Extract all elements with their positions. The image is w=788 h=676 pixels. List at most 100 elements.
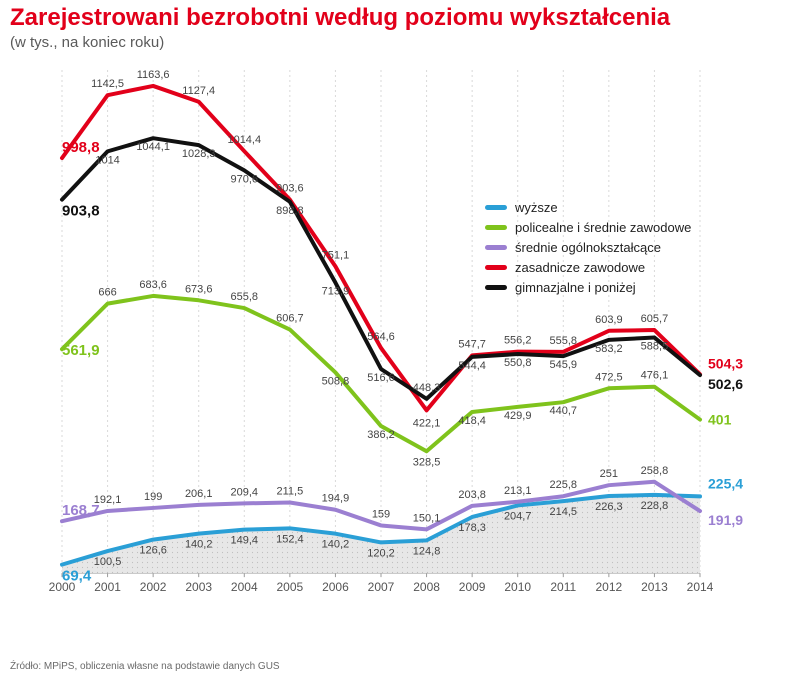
svg-text:149,4: 149,4 [231, 535, 259, 547]
svg-text:152,4: 152,4 [276, 533, 304, 545]
legend-item-policealne: policealne i średnie zawodowe [485, 220, 691, 235]
legend-item-srednie_og: średnie ogólnokształcące [485, 240, 691, 255]
svg-text:69,4: 69,4 [62, 568, 92, 585]
svg-text:1014: 1014 [95, 154, 119, 166]
svg-text:191,9: 191,9 [708, 512, 743, 528]
svg-text:2011: 2011 [550, 580, 576, 594]
svg-text:214,5: 214,5 [550, 506, 578, 518]
svg-text:2013: 2013 [641, 580, 668, 594]
svg-text:655,8: 655,8 [231, 291, 259, 303]
svg-text:194,9: 194,9 [322, 493, 350, 505]
svg-text:228,8: 228,8 [641, 500, 669, 512]
svg-text:120,2: 120,2 [367, 547, 395, 559]
svg-text:555,8: 555,8 [550, 335, 578, 347]
legend-swatch [485, 225, 507, 230]
svg-text:178,3: 178,3 [458, 522, 486, 534]
svg-text:1014,4: 1014,4 [227, 134, 261, 146]
svg-text:1127,4: 1127,4 [182, 85, 215, 97]
source-note: Źródło: MPiPS, obliczenia własne na pods… [10, 661, 280, 672]
svg-text:448,3: 448,3 [413, 382, 441, 394]
svg-text:504,3: 504,3 [708, 355, 743, 371]
legend-swatch [485, 285, 507, 290]
svg-text:100,5: 100,5 [94, 556, 122, 568]
svg-text:440,7: 440,7 [550, 405, 578, 417]
svg-text:561,9: 561,9 [62, 342, 100, 359]
legend-label: wyższe [515, 200, 558, 215]
svg-text:2014: 2014 [687, 580, 714, 594]
line-chart: 2000200120022003200420052006200720082009… [40, 70, 760, 625]
svg-text:970,6: 970,6 [231, 173, 259, 185]
svg-text:502,6: 502,6 [708, 376, 743, 392]
legend-item-gimnazjalne: gimnazjalne i poniżej [485, 280, 691, 295]
svg-text:673,6: 673,6 [185, 283, 213, 295]
page-title: Zarejestrowani bezrobotni według poziomu… [10, 4, 670, 32]
svg-text:211,5: 211,5 [276, 485, 303, 497]
svg-text:516,6: 516,6 [367, 372, 395, 384]
svg-text:328,5: 328,5 [413, 456, 441, 468]
svg-text:550,8: 550,8 [504, 357, 532, 369]
svg-text:2006: 2006 [322, 580, 349, 594]
svg-text:998,8: 998,8 [62, 139, 100, 156]
svg-text:2005: 2005 [277, 580, 304, 594]
svg-text:2007: 2007 [368, 580, 395, 594]
svg-text:2002: 2002 [140, 580, 167, 594]
svg-text:588,5: 588,5 [641, 341, 669, 353]
legend-item-wyzsze: wyższe [485, 200, 691, 215]
svg-text:401: 401 [708, 412, 732, 428]
svg-text:225,8: 225,8 [550, 479, 578, 491]
svg-text:204,7: 204,7 [504, 510, 532, 522]
svg-text:140,2: 140,2 [185, 539, 213, 551]
svg-text:209,4: 209,4 [231, 486, 259, 498]
subtitle: (w tys., na koniec roku) [10, 34, 164, 51]
svg-text:203,8: 203,8 [458, 489, 486, 501]
svg-text:2012: 2012 [596, 580, 623, 594]
svg-text:556,2: 556,2 [504, 335, 532, 347]
svg-text:226,3: 226,3 [595, 501, 623, 513]
legend-item-zasadnicze: zasadnicze zawodowe [485, 260, 691, 275]
svg-text:258,8: 258,8 [641, 465, 669, 477]
svg-text:666: 666 [98, 287, 116, 299]
svg-text:199: 199 [144, 491, 162, 503]
svg-text:1028,3: 1028,3 [182, 148, 216, 160]
legend-label: średnie ogólnokształcące [515, 240, 661, 255]
svg-text:150,1: 150,1 [413, 512, 441, 524]
svg-text:583,2: 583,2 [595, 343, 623, 355]
legend-label: zasadnicze zawodowe [515, 260, 645, 275]
svg-text:605,7: 605,7 [641, 313, 669, 325]
svg-text:903,6: 903,6 [276, 183, 304, 195]
legend: wyższe policealne i średnie zawodowe średn… [485, 200, 691, 300]
svg-text:2009: 2009 [459, 580, 486, 594]
svg-text:683,6: 683,6 [139, 279, 167, 291]
svg-text:2010: 2010 [504, 580, 531, 594]
legend-swatch [485, 205, 507, 210]
svg-text:159: 159 [372, 508, 390, 520]
svg-text:2003: 2003 [185, 580, 212, 594]
svg-text:898,8: 898,8 [276, 205, 304, 217]
svg-text:2008: 2008 [413, 580, 440, 594]
svg-text:168,7: 168,7 [62, 502, 100, 519]
svg-text:545,9: 545,9 [550, 359, 578, 371]
svg-text:603,9: 603,9 [595, 314, 623, 326]
svg-text:418,4: 418,4 [458, 415, 486, 427]
svg-text:1044,1: 1044,1 [136, 141, 170, 153]
svg-text:386,2: 386,2 [367, 429, 395, 441]
svg-text:225,4: 225,4 [708, 475, 743, 491]
svg-text:476,1: 476,1 [641, 370, 669, 382]
svg-text:422,1: 422,1 [413, 417, 441, 429]
svg-text:713,9: 713,9 [322, 286, 350, 298]
legend-swatch [485, 245, 507, 250]
svg-text:751,1: 751,1 [322, 249, 350, 261]
svg-text:213,1: 213,1 [504, 485, 532, 497]
svg-text:140,2: 140,2 [322, 539, 350, 551]
svg-text:126,6: 126,6 [139, 545, 167, 557]
svg-text:1163,6: 1163,6 [137, 70, 170, 81]
svg-text:124,8: 124,8 [413, 545, 441, 557]
svg-text:1142,5: 1142,5 [91, 78, 124, 90]
svg-text:206,1: 206,1 [185, 488, 213, 500]
svg-text:903,8: 903,8 [62, 203, 100, 220]
legend-label: policealne i średnie zawodowe [515, 220, 691, 235]
svg-text:606,7: 606,7 [276, 313, 304, 325]
svg-text:429,9: 429,9 [504, 410, 532, 422]
svg-text:2004: 2004 [231, 580, 258, 594]
svg-text:472,5: 472,5 [595, 371, 623, 383]
